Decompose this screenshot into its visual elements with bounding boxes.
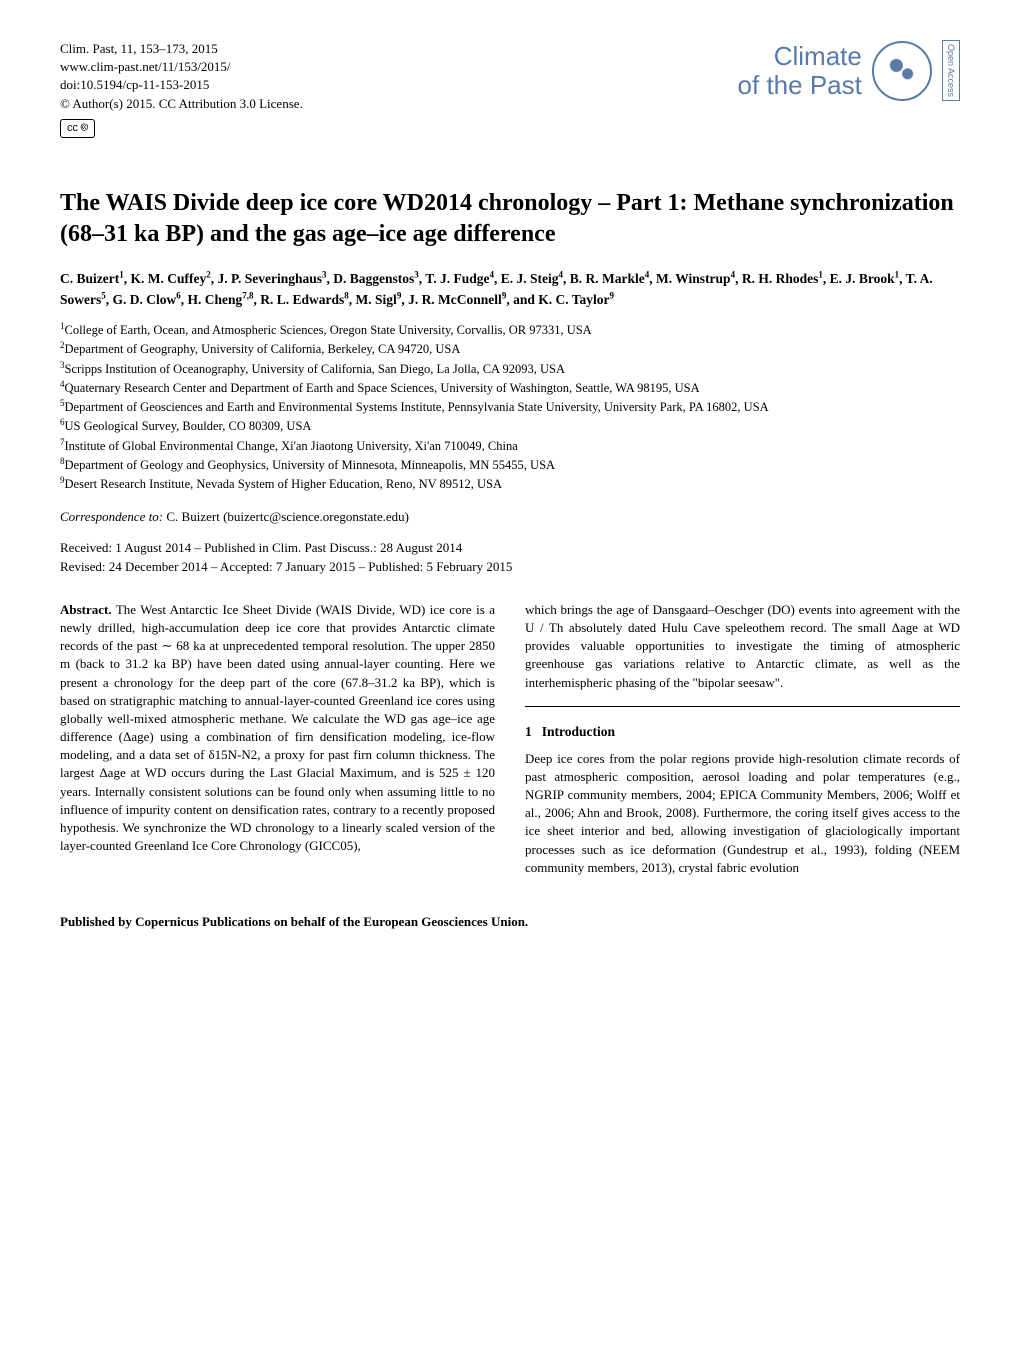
journal-name: Climate of the Past	[738, 42, 862, 99]
affiliation: 6US Geological Survey, Boulder, CO 80309…	[60, 416, 960, 435]
meta-block: Clim. Past, 11, 153–173, 2015 www.clim-p…	[60, 40, 303, 138]
journal-name-top: Climate	[774, 41, 862, 71]
url-line: www.clim-past.net/11/153/2015/	[60, 58, 303, 76]
affiliation: 3Scripps Institution of Oceanography, Un…	[60, 359, 960, 378]
affiliation: 7Institute of Global Environmental Chang…	[60, 436, 960, 455]
journal-logo-block: Climate of the Past Open Access	[738, 40, 960, 101]
citation-line: Clim. Past, 11, 153–173, 2015	[60, 40, 303, 58]
dates-line-2: Revised: 24 December 2014 – Accepted: 7 …	[60, 558, 960, 577]
affiliation-list: 1College of Earth, Ocean, and Atmospheri…	[60, 320, 960, 494]
page-header: Clim. Past, 11, 153–173, 2015 www.clim-p…	[60, 40, 960, 138]
body-columns: Abstract. The West Antarctic Ice Sheet D…	[60, 601, 960, 877]
affiliation: 9Desert Research Institute, Nevada Syste…	[60, 474, 960, 493]
correspondence: Correspondence to: C. Buizert (buizertc@…	[60, 508, 960, 526]
affiliation: 4Quaternary Research Center and Departme…	[60, 378, 960, 397]
affiliation: 1College of Earth, Ocean, and Atmospheri…	[60, 320, 960, 339]
affiliation: 5Department of Geosciences and Earth and…	[60, 397, 960, 416]
publication-dates: Received: 1 August 2014 – Published in C…	[60, 539, 960, 577]
earth-icon	[872, 41, 932, 101]
section-title: Introduction	[542, 724, 615, 739]
section-heading-intro: 1 Introduction	[525, 723, 960, 742]
article-title: The WAIS Divide deep ice core WD2014 chr…	[60, 188, 960, 250]
author-list: C. Buizert1, K. M. Cuffey2, J. P. Severi…	[60, 269, 960, 311]
journal-name-bottom: of the Past	[738, 70, 862, 100]
doi-line: doi:10.5194/cp-11-153-2015	[60, 76, 303, 94]
license-line: © Author(s) 2015. CC Attribution 3.0 Lic…	[60, 95, 303, 113]
affiliation: 2Department of Geography, University of …	[60, 339, 960, 358]
open-access-label: Open Access	[942, 40, 960, 101]
abstract-text-left: The West Antarctic Ice Sheet Divide (WAI…	[60, 602, 495, 853]
abstract-label: Abstract.	[60, 602, 112, 617]
column-left: Abstract. The West Antarctic Ice Sheet D…	[60, 601, 495, 877]
column-right: which brings the age of Dansgaard–Oeschg…	[525, 601, 960, 877]
abstract-paragraph: Abstract. The West Antarctic Ice Sheet D…	[60, 601, 495, 856]
dates-line-1: Received: 1 August 2014 – Published in C…	[60, 539, 960, 558]
page-footer: Published by Copernicus Publications on …	[60, 913, 960, 931]
section-body: Deep ice cores from the polar regions pr…	[525, 750, 960, 877]
section-divider	[525, 706, 960, 707]
correspondence-text: C. Buizert (buizertc@science.oregonstate…	[163, 509, 409, 524]
correspondence-label: Correspondence to:	[60, 509, 163, 524]
abstract-text-right: which brings the age of Dansgaard–Oeschg…	[525, 601, 960, 692]
section-number: 1	[525, 724, 532, 739]
affiliation: 8Department of Geology and Geophysics, U…	[60, 455, 960, 474]
cc-badge: cc 🅭	[60, 119, 95, 138]
